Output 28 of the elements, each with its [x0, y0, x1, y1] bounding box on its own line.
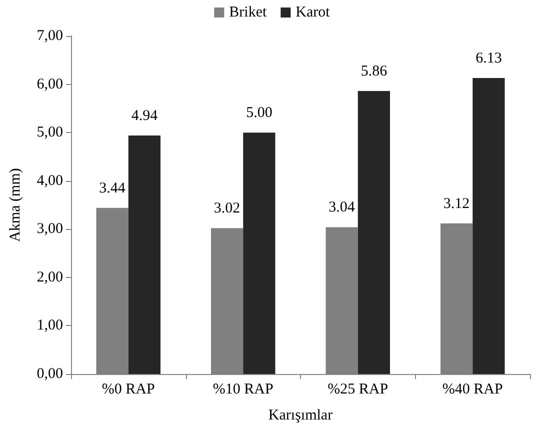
x-tick-label: %40 RAP: [442, 382, 503, 398]
data-label: 5.86: [360, 64, 388, 80]
bar: [243, 132, 276, 374]
bar: [128, 135, 161, 374]
x-tick-label: %10 RAP: [212, 382, 274, 398]
x-axis-title: Karışımlar: [268, 408, 333, 424]
data-label: 6.13: [476, 50, 502, 67]
data-label: 3.02: [214, 200, 240, 217]
data-label: 4.94: [131, 108, 158, 124]
y-tick-label: 3,00: [36, 221, 63, 238]
y-tick-label: 7,00: [36, 28, 63, 44]
legend-label: Briket: [229, 4, 268, 20]
data-label: 3.12: [443, 196, 470, 212]
y-tick-label: 5,00: [36, 124, 63, 141]
x-tick-label: %0 RAP: [102, 382, 155, 398]
y-tick-label: 1,00: [36, 318, 63, 334]
data-label: 5.00: [246, 105, 272, 122]
y-tick-label: 4,00: [36, 172, 63, 189]
data-label: 3.04: [328, 200, 356, 216]
legend-label: Karot: [296, 4, 331, 20]
y-tick-label: 0,00: [36, 366, 63, 382]
y-tick-label: 6,00: [36, 76, 63, 92]
bar: [358, 91, 390, 374]
y-axis-title: Akma (mm): [8, 168, 24, 242]
y-tick-label: 2,00: [36, 269, 63, 286]
data-label: 3.44: [99, 180, 126, 196]
x-tick-label: %25 RAP: [328, 382, 388, 398]
bar: [472, 78, 505, 374]
